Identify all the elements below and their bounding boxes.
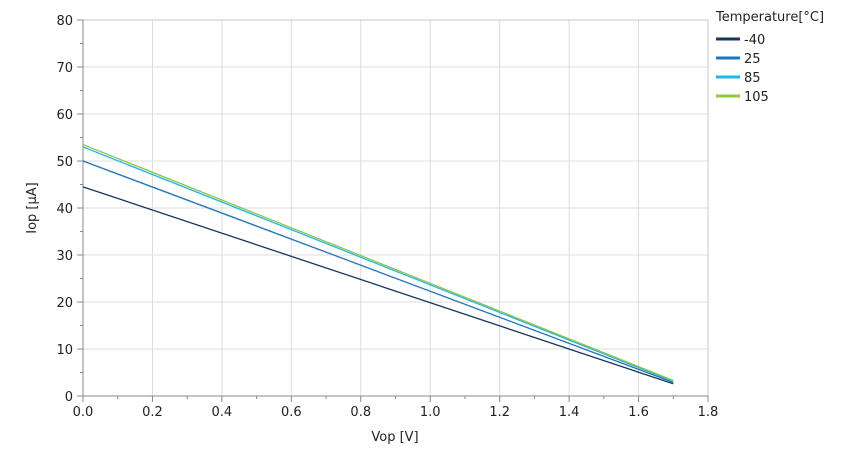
- x-tick-label: 1.8: [698, 405, 719, 420]
- x-tick-label: 0.0: [73, 405, 94, 420]
- y-tick-label: 30: [56, 249, 73, 264]
- grid: [83, 20, 708, 396]
- y-axis-label: Iop [µA]: [25, 182, 40, 233]
- series-lines: [82, 143, 674, 385]
- legend-label--40: -40: [744, 33, 765, 48]
- legend-label-85: 85: [744, 71, 761, 86]
- x-tick-label: 1.2: [489, 405, 510, 420]
- x-tick-label: 0.8: [350, 405, 371, 420]
- legend-label-105: 105: [744, 90, 769, 105]
- x-axis-label: Vop [V]: [371, 430, 418, 445]
- x-tick-label: 1.6: [628, 405, 649, 420]
- series-line-25: [82, 160, 674, 383]
- y-tick-label: 10: [56, 343, 73, 358]
- legend-title: Temperature[°C]: [715, 10, 824, 25]
- y-tick-label: 40: [56, 202, 73, 217]
- y-tick-label: 20: [56, 296, 73, 311]
- x-tick-label: 0.4: [212, 405, 233, 420]
- series-line--40: [82, 186, 674, 385]
- series-line-85: [82, 146, 674, 383]
- series-line-105: [82, 143, 674, 382]
- axes: [77, 19, 709, 402]
- x-tick-label: 1.0: [420, 405, 441, 420]
- y-tick-label: 60: [56, 108, 73, 123]
- x-tick-label: 0.2: [142, 405, 163, 420]
- x-tick-label: 0.6: [281, 405, 302, 420]
- y-tick-label: 50: [56, 155, 73, 170]
- y-tick-label: 70: [56, 61, 73, 76]
- y-tick-label: 80: [56, 14, 73, 29]
- tick-labels: 0.0 0.2 0.4 0.6 0.8 1.0 1.2 1.4 1.6 1.8 0 10 20 30 40 5…: [56, 14, 718, 420]
- legend-label-25: 25: [744, 52, 761, 67]
- y-tick-label: 0: [65, 390, 73, 405]
- legend: Temperature[°C] -40 25 85 105: [715, 10, 824, 105]
- x-tick-label: 1.4: [559, 405, 580, 420]
